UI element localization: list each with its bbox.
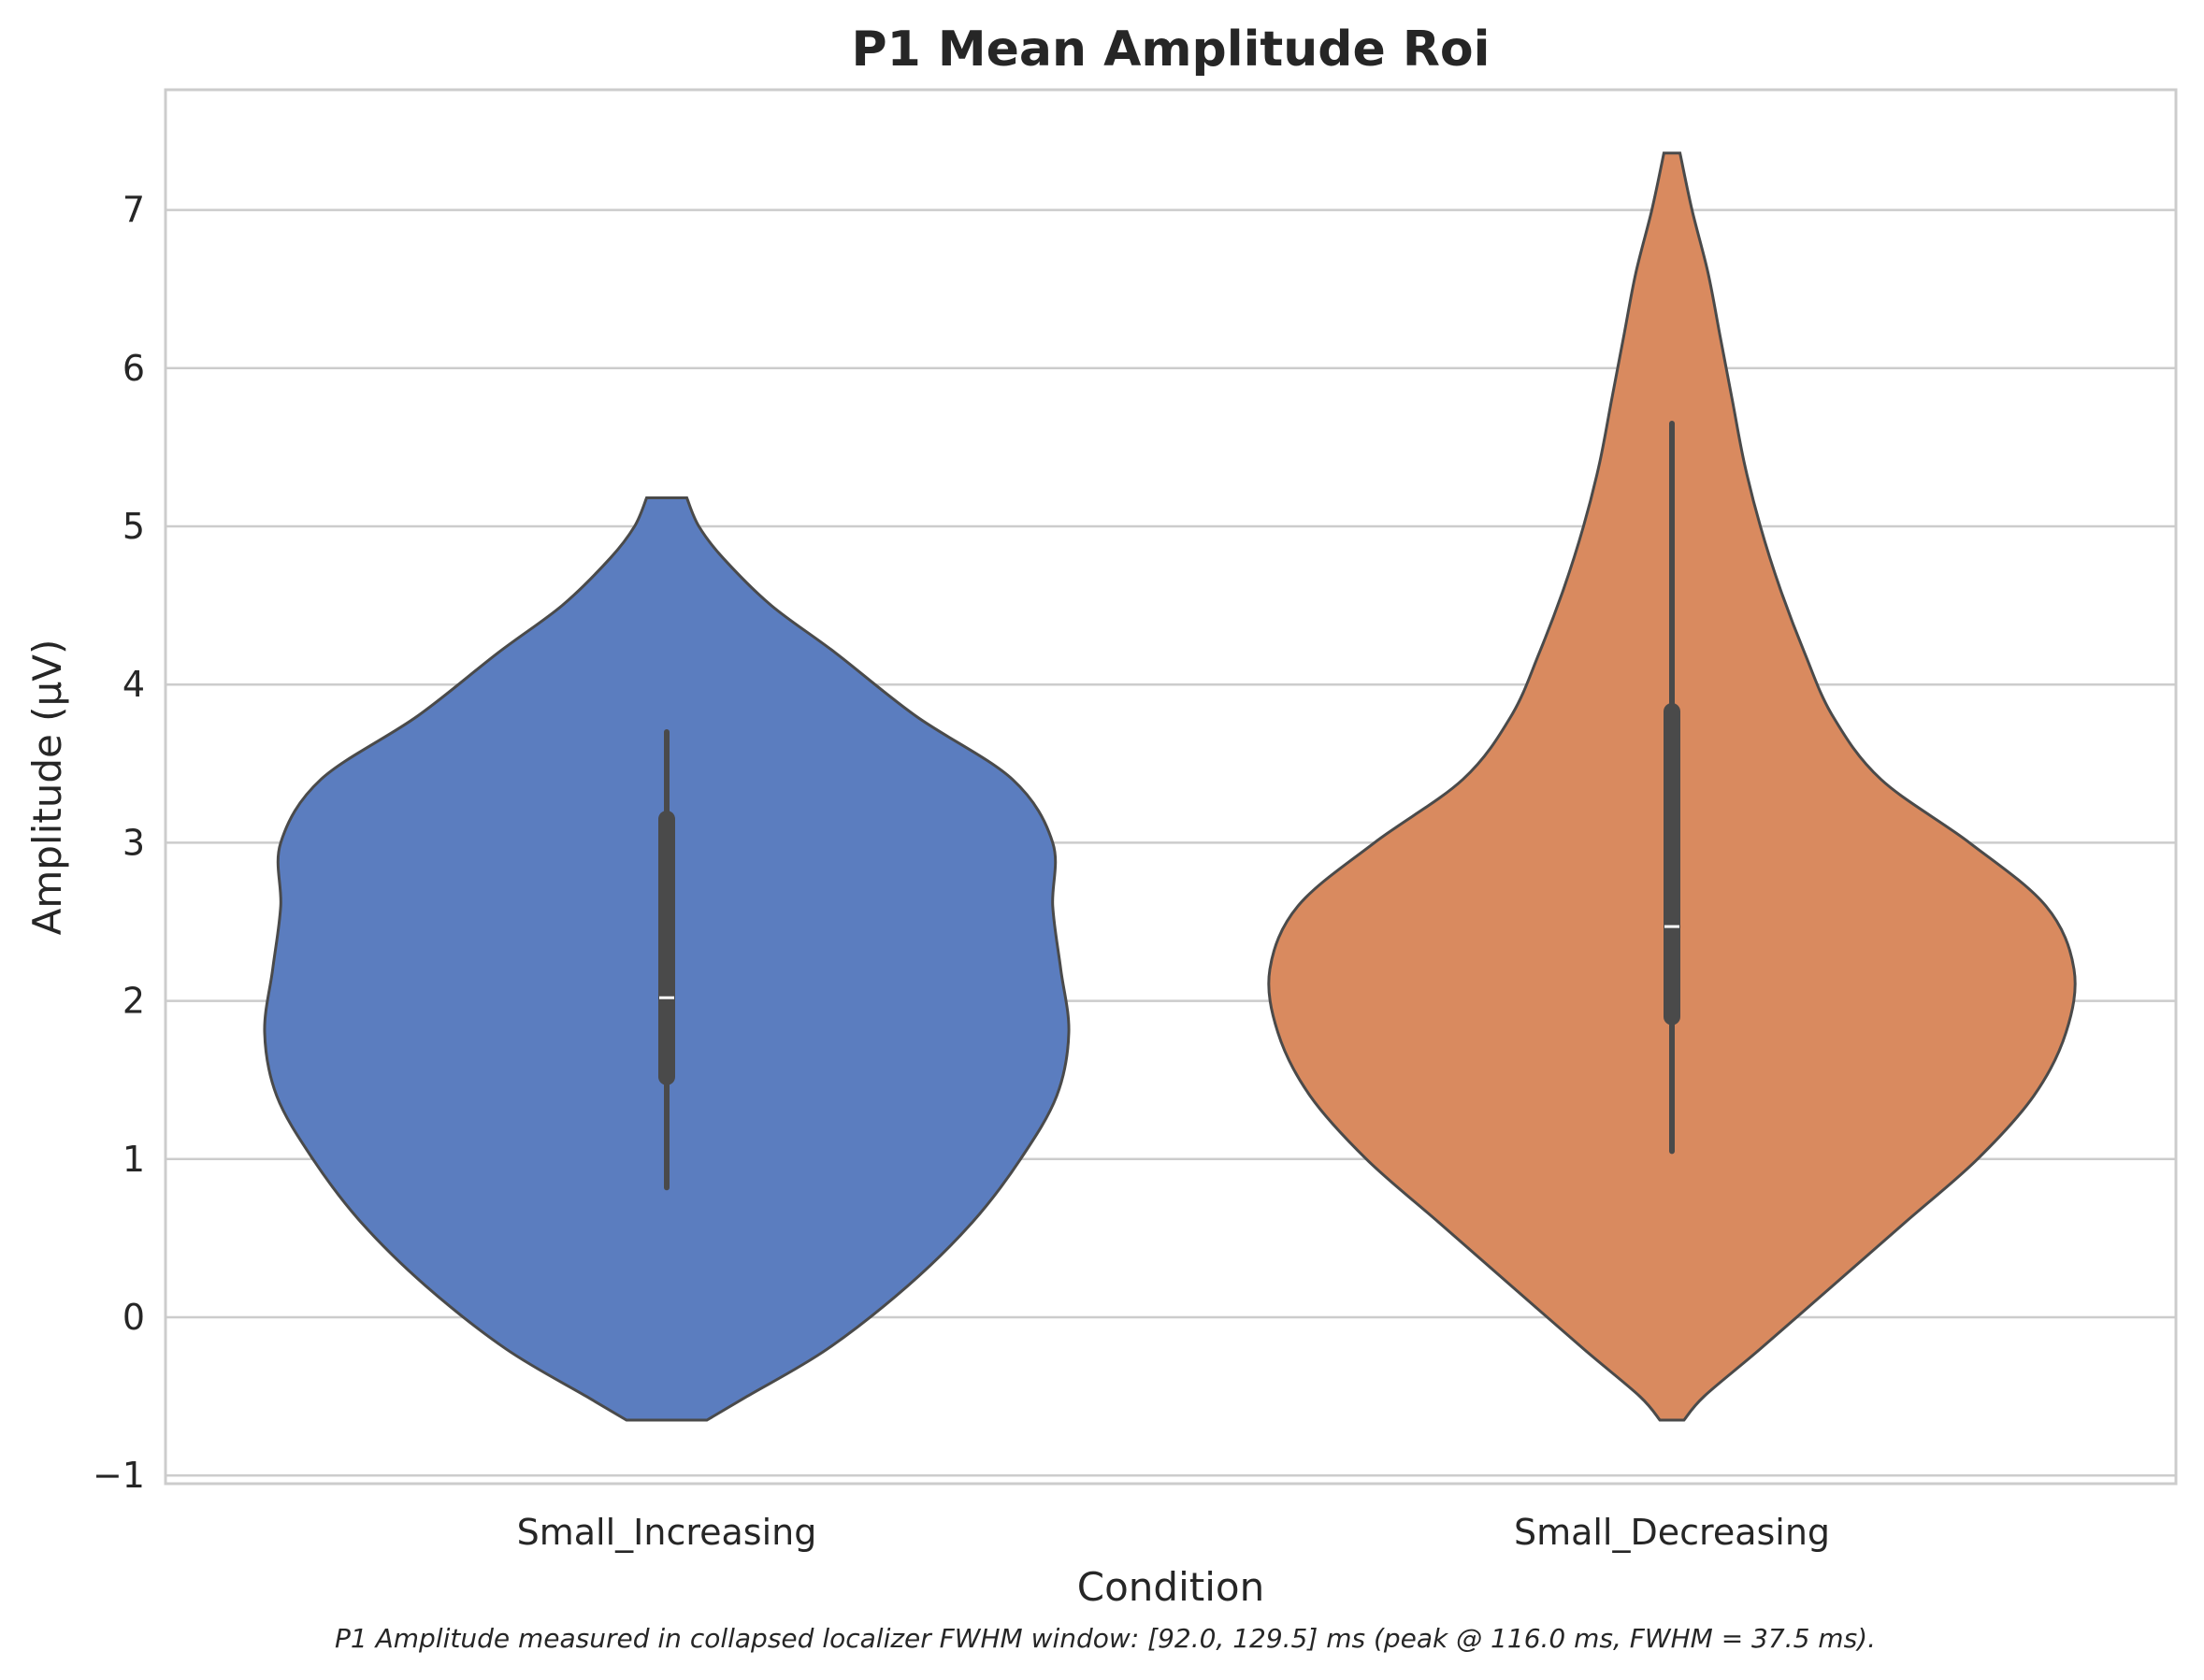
- x-tick-labels: Small_Increasing Small_Decreasing: [517, 1512, 1830, 1553]
- plot-frame: [164, 88, 2178, 1486]
- y-axis-label: Amplitude (μV): [24, 639, 70, 936]
- y-tick-label: 7: [122, 190, 145, 231]
- y-tick-label: 6: [122, 348, 145, 389]
- y-tick-label: −1: [93, 1455, 145, 1496]
- y-tick-label: 5: [122, 506, 145, 547]
- y-tick-label: 3: [122, 822, 145, 863]
- x-tick-label: Small_Increasing: [517, 1512, 817, 1553]
- x-tick-label: Small_Decreasing: [1514, 1512, 1830, 1553]
- violins: [263, 151, 2077, 1422]
- y-tick-labels: −1 0 1 2 3 4 5 6 7: [93, 190, 145, 1497]
- violin-small-increasing: [263, 496, 1071, 1422]
- y-tick-label: 0: [122, 1297, 145, 1338]
- x-axis-label: Condition: [1077, 1564, 1264, 1610]
- y-tick-label: 1: [122, 1139, 145, 1180]
- chart-title: P1 Mean Amplitude Roi: [852, 22, 1491, 78]
- chart-caption: P1 Amplitude measured in collapsed local…: [335, 1623, 1876, 1654]
- violin-small-decreasing: [1267, 151, 2077, 1422]
- y-tick-label: 4: [122, 664, 145, 705]
- y-tick-label: 2: [122, 981, 145, 1022]
